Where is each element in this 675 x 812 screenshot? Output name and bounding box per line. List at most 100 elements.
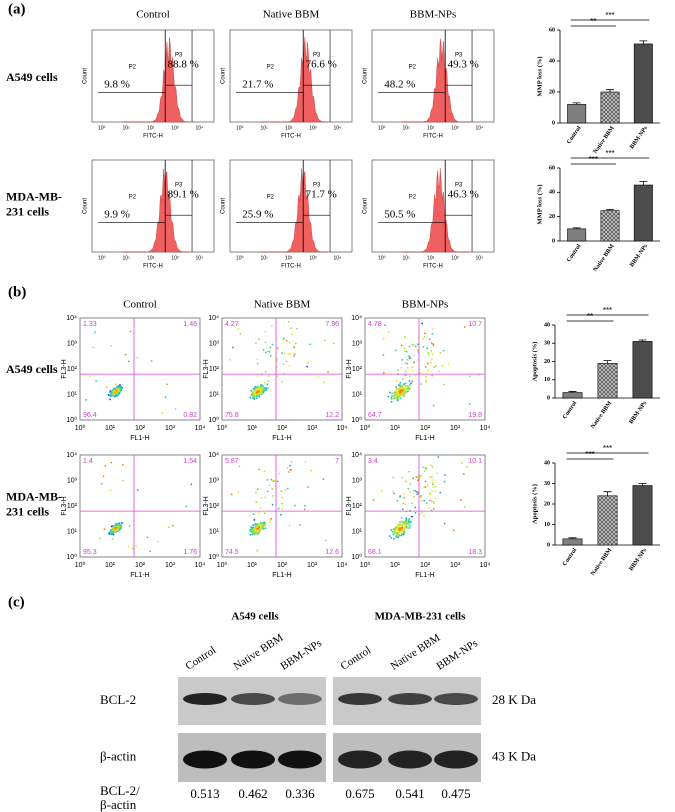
y-axis-label: MMP loss (%): [536, 56, 543, 96]
scatter-dot: [116, 394, 119, 397]
scatter-dot: [264, 496, 266, 499]
gate-percent: 50.5 %: [384, 209, 415, 221]
histogram-shape: [122, 37, 190, 123]
scatter-dot: [260, 496, 263, 499]
x-tick-label: 10³: [307, 425, 318, 432]
scatter-dot: [281, 380, 283, 383]
scatter-dot: [150, 360, 153, 363]
scatter-dot: [120, 524, 123, 527]
scatter-dot: [401, 392, 403, 395]
x-tick-label: BBM-NPs: [628, 547, 648, 572]
scatter-dot: [257, 512, 260, 514]
y-tick-label: 10⁰: [351, 416, 362, 424]
scatter-dot: [423, 336, 426, 338]
scatter-dot: [296, 327, 298, 330]
blot-band: [388, 750, 432, 769]
scatter-dot: [322, 381, 325, 384]
blot-band: [434, 693, 478, 705]
scatter-dot: [285, 360, 288, 363]
scatter-dot: [399, 393, 402, 396]
scatter-dot: [463, 506, 466, 508]
scatter-dot: [253, 518, 256, 521]
x-tick-label: 10¹: [247, 562, 258, 569]
error-bar: [568, 537, 577, 539]
axis-label: FITC-H: [423, 134, 443, 140]
scatter-dot: [390, 400, 393, 403]
y-tick-label: 10⁰: [208, 553, 219, 561]
quadrant-value: 95.3: [83, 549, 97, 556]
scatter-dot: [413, 496, 416, 498]
blot-band: [434, 750, 478, 769]
scatter-dot: [408, 379, 411, 382]
y-axis-label: MMP loss (%): [536, 184, 543, 224]
y-tick-label: 10²: [67, 366, 78, 373]
x-tick-label: BBM-NPs: [628, 400, 648, 425]
scatter-dot: [262, 385, 265, 388]
y-tick-label: 10²: [352, 366, 363, 373]
scatter-dot: [263, 381, 266, 384]
scatter-dot: [412, 344, 415, 347]
quadrant-value: 68.1: [368, 549, 382, 556]
ratio-value: 0.336: [285, 786, 315, 801]
scatter-dot: [395, 394, 398, 397]
scatter-dot: [469, 403, 471, 405]
scatter-dot: [392, 528, 395, 531]
scatter-dot: [307, 361, 310, 364]
x-tick-label: 10⁰: [217, 561, 228, 569]
scatter-dot: [400, 527, 403, 530]
scatter-dot: [384, 324, 386, 327]
scatter-dot: [391, 392, 393, 395]
blot-header: A549 cells: [231, 611, 279, 623]
error-bar: [603, 491, 612, 496]
scatter-dot: [271, 324, 273, 327]
histogram-shape: [122, 168, 190, 253]
scatter-dot: [254, 391, 256, 394]
scatter-dot: [264, 351, 267, 354]
scatter-dot: [388, 535, 391, 537]
x-tick-label: 10²: [277, 425, 288, 432]
row-label: 231 cells: [6, 504, 49, 518]
scatter-dot: [416, 493, 419, 496]
x-tick-label: 10¹: [123, 255, 131, 261]
ratio-value: 0.513: [190, 786, 219, 801]
y-tick-label: 0: [547, 542, 550, 548]
gate-percent: 9.9 %: [104, 209, 130, 221]
lane-label: Control: [183, 644, 218, 672]
scatter-dot: [290, 327, 293, 330]
scatter-dot: [410, 382, 413, 384]
y-tick-label: 10⁴: [351, 315, 362, 322]
scatter-dot: [382, 371, 385, 374]
scatter-dot: [395, 532, 398, 535]
scatter-dot: [256, 374, 259, 377]
x-tick-label: 10³: [307, 562, 318, 569]
scatter-dot: [129, 330, 132, 333]
x-tick-label: 10³: [171, 125, 179, 131]
x-tick-label: 10⁰: [360, 561, 371, 569]
scatter-dot: [391, 395, 393, 397]
scatter-dot: [460, 499, 462, 501]
y-axis-label: Apoptosis (%): [531, 484, 538, 524]
scatter-dot: [118, 392, 121, 394]
scatter-dot: [281, 338, 284, 341]
quadrant-value: 10.7: [468, 321, 482, 328]
gate-label: P3: [175, 182, 183, 188]
axis-label: FL1-H: [415, 435, 434, 442]
bar: [633, 43, 653, 124]
quadrant-value: 19.8: [468, 412, 482, 419]
bar-hatch: [600, 92, 620, 123]
row-label: 231 cells: [6, 204, 49, 218]
scatter-dot: [293, 504, 296, 507]
y-tick-label: 10³: [352, 477, 363, 484]
scatter-dot: [255, 491, 257, 494]
y-tick-label: 10⁰: [66, 416, 77, 424]
scatter-dot: [424, 480, 427, 483]
scatter-dot: [430, 464, 432, 467]
scatter-dot: [400, 366, 403, 369]
scatter-dot: [112, 390, 115, 393]
scatter-dot: [394, 397, 397, 399]
axis-label: FL3-H: [203, 359, 210, 378]
significance-label: **: [590, 17, 596, 26]
scatter-dot: [124, 353, 127, 356]
y-tick-label: 10⁴: [66, 315, 77, 322]
scatter-dot: [420, 500, 423, 502]
